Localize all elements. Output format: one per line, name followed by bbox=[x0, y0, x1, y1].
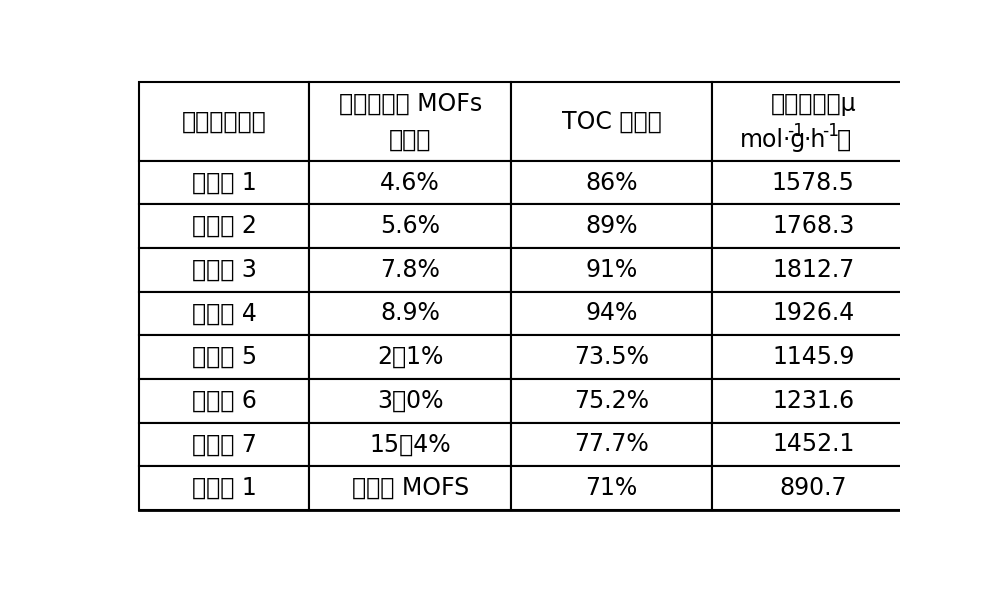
Text: 7.8%: 7.8% bbox=[380, 258, 440, 282]
Bar bbox=[139, 466, 309, 510]
Text: 实施例 4: 实施例 4 bbox=[192, 301, 257, 325]
Bar bbox=[712, 205, 914, 248]
Bar bbox=[309, 423, 511, 466]
Bar bbox=[511, 83, 712, 161]
Bar bbox=[712, 423, 914, 466]
Text: -1: -1 bbox=[822, 122, 839, 140]
Bar bbox=[511, 248, 712, 291]
Bar bbox=[511, 379, 712, 423]
Bar bbox=[712, 335, 914, 379]
Bar bbox=[309, 335, 511, 379]
Bar bbox=[511, 291, 712, 335]
Text: 86%: 86% bbox=[585, 171, 638, 195]
Bar bbox=[511, 205, 712, 248]
Bar bbox=[139, 291, 309, 335]
Bar bbox=[712, 161, 914, 205]
Text: 1145.9: 1145.9 bbox=[772, 345, 854, 369]
Bar bbox=[139, 205, 309, 248]
Text: 15．4%: 15．4% bbox=[369, 432, 451, 456]
Text: 77.7%: 77.7% bbox=[574, 432, 649, 456]
Bar bbox=[139, 423, 309, 466]
Bar bbox=[309, 248, 511, 291]
Bar bbox=[712, 466, 914, 510]
Text: 5.6%: 5.6% bbox=[380, 214, 440, 238]
Text: 实施例 7: 实施例 7 bbox=[192, 432, 257, 456]
Text: 1578.5: 1578.5 bbox=[772, 171, 855, 195]
Text: 75.2%: 75.2% bbox=[574, 389, 649, 413]
Text: 产氢速率（μ: 产氢速率（μ bbox=[770, 92, 856, 116]
Bar bbox=[712, 248, 914, 291]
Text: 对比例 1: 对比例 1 bbox=[192, 476, 257, 500]
Bar bbox=[309, 161, 511, 205]
Bar bbox=[511, 335, 712, 379]
Text: 实施例 5: 实施例 5 bbox=[192, 345, 257, 369]
Text: mol·g: mol·g bbox=[740, 128, 806, 152]
Text: TOC 处理率: TOC 处理率 bbox=[562, 110, 662, 134]
Text: 890.7: 890.7 bbox=[779, 476, 847, 500]
Bar bbox=[511, 423, 712, 466]
Bar bbox=[139, 83, 309, 161]
Text: 实施例 1: 实施例 1 bbox=[192, 171, 257, 195]
Bar bbox=[511, 161, 712, 205]
Text: 实施例 2: 实施例 2 bbox=[192, 214, 257, 238]
Bar bbox=[712, 379, 914, 423]
Bar bbox=[309, 466, 511, 510]
Bar bbox=[139, 248, 309, 291]
Text: 73.5%: 73.5% bbox=[574, 345, 649, 369]
Bar bbox=[511, 466, 712, 510]
Bar bbox=[139, 335, 309, 379]
Text: 8.9%: 8.9% bbox=[380, 301, 440, 325]
Text: ·h: ·h bbox=[803, 128, 826, 152]
Text: 91%: 91% bbox=[586, 258, 638, 282]
Bar bbox=[309, 83, 511, 161]
Text: 实施例 6: 实施例 6 bbox=[192, 389, 257, 413]
Bar bbox=[139, 379, 309, 423]
Text: 1812.7: 1812.7 bbox=[772, 258, 854, 282]
Text: -1: -1 bbox=[788, 122, 805, 140]
Text: ）: ） bbox=[837, 128, 851, 152]
Text: 4.6%: 4.6% bbox=[380, 171, 440, 195]
Bar bbox=[139, 161, 309, 205]
Text: 具体实施方式: 具体实施方式 bbox=[182, 110, 267, 134]
Bar bbox=[309, 291, 511, 335]
Text: 1452.1: 1452.1 bbox=[772, 432, 854, 456]
Text: 纳米粉体占 MOFs
重量比: 纳米粉体占 MOFs 重量比 bbox=[339, 92, 482, 152]
Text: 实施例 3: 实施例 3 bbox=[192, 258, 257, 282]
Text: 1231.6: 1231.6 bbox=[772, 389, 854, 413]
Text: 2．1%: 2．1% bbox=[377, 345, 443, 369]
Text: 94%: 94% bbox=[586, 301, 638, 325]
Bar bbox=[712, 291, 914, 335]
Text: 未采用 MOFS: 未采用 MOFS bbox=[352, 476, 469, 500]
Bar bbox=[309, 205, 511, 248]
Bar bbox=[712, 83, 914, 161]
Text: 89%: 89% bbox=[585, 214, 638, 238]
Text: 1768.3: 1768.3 bbox=[772, 214, 854, 238]
Bar bbox=[309, 379, 511, 423]
Text: 3．0%: 3．0% bbox=[377, 389, 443, 413]
Text: 1926.4: 1926.4 bbox=[772, 301, 854, 325]
Text: 71%: 71% bbox=[586, 476, 638, 500]
